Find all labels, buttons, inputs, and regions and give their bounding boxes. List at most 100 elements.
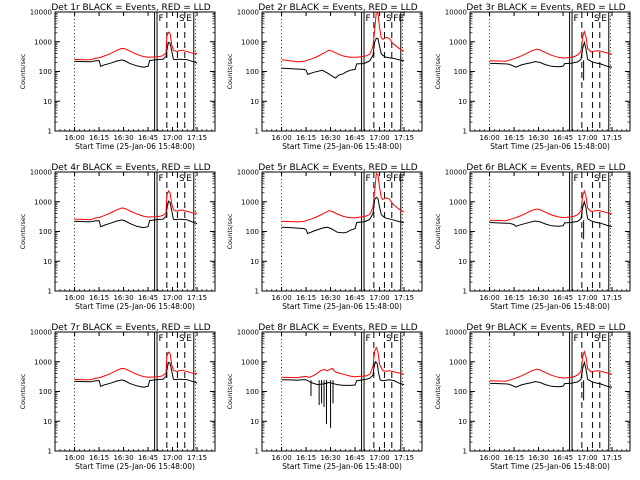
y-axis-label: Counts/sec	[226, 53, 234, 89]
panel-5: Det 5r BLACK = Events, RED = LLD 1 10 100 10…	[226, 163, 423, 311]
y-tick-label: 1000	[34, 38, 52, 46]
y-tick-label: 10	[458, 98, 467, 106]
phase-marker: S	[594, 14, 600, 24]
events-series-line	[281, 37, 405, 79]
x-tick-label: 17:00	[577, 134, 597, 142]
phase-marker: E	[601, 174, 607, 184]
y-tick-label: 10	[43, 98, 52, 106]
x-tick-label: 17:00	[162, 454, 182, 462]
y-axis-label: Counts/sec	[19, 213, 27, 249]
y-tick-label: 10000	[30, 9, 52, 17]
y-tick-label: 10000	[237, 329, 259, 337]
x-tick-label: 16:30	[320, 294, 340, 302]
lld-series-line	[489, 29, 613, 62]
panel-4: Det 4r BLACK = Events, RED = LLD 1 10 100 10…	[19, 163, 216, 311]
x-tick-label: 16:15	[296, 294, 316, 302]
panel-title: Det 5r BLACK = Events, RED = LLD	[258, 163, 417, 173]
phase-marker: F	[574, 174, 579, 184]
y-tick-label: 1000	[449, 38, 467, 46]
x-tick-label: 16:45	[345, 454, 365, 462]
y-tick-label: 1	[463, 128, 467, 136]
y-tick-label: 1	[463, 288, 467, 296]
events-series-line	[489, 40, 613, 68]
y-tick-label: 1000	[449, 198, 467, 206]
y-tick-label: 10	[43, 418, 52, 426]
phase-marker: E	[601, 334, 607, 344]
events-series-line	[74, 361, 198, 388]
panel-title: Det 6r BLACK = Events, RED = LLD	[466, 163, 625, 173]
plot-frame	[469, 11, 631, 132]
phase-marker: S	[594, 334, 600, 344]
x-tick-label: 16:15	[296, 454, 316, 462]
panel-title: Det 2r BLACK = Events, RED = LLD	[258, 3, 417, 13]
y-tick-label: 10	[250, 258, 259, 266]
x-tick-label: 17:00	[162, 294, 182, 302]
x-tick-label: 16:00	[64, 134, 84, 142]
panel-3: Det 3r BLACK = Events, RED = LLD 1 10 100 10…	[434, 3, 631, 151]
panel-title: Det 4r BLACK = Events, RED = LLD	[51, 163, 210, 173]
x-tick-label: 17:15	[394, 134, 414, 142]
y-tick-label: 10	[43, 258, 52, 266]
y-tick-label: 100	[454, 388, 467, 396]
phase-marker: S	[386, 174, 392, 184]
x-tick-label: 17:15	[187, 134, 207, 142]
y-tick-label: 10000	[30, 329, 52, 337]
lld-series-line	[281, 346, 405, 379]
phase-marker: F	[574, 334, 579, 344]
y-tick-label: 10000	[445, 169, 467, 177]
phase-marker: F	[366, 14, 371, 24]
phase-marker: F	[159, 334, 164, 344]
panel-title: Det 8r BLACK = Events, RED = LLD	[258, 323, 417, 333]
x-tick-label: 16:45	[553, 134, 573, 142]
x-tick-label: 17:00	[162, 134, 182, 142]
x-axis-label: Start Time (25-Jan-06 15:48:00)	[75, 302, 195, 311]
y-tick-label: 10000	[445, 329, 467, 337]
y-tick-label: 100	[39, 388, 52, 396]
panel-9: Det 9r BLACK = Events, RED = LLD 1 10 100 10…	[434, 323, 631, 471]
y-tick-label: 1	[48, 288, 52, 296]
x-axis-label: Start Time (25-Jan-06 15:48:00)	[490, 462, 610, 471]
x-tick-label: 16:00	[64, 454, 84, 462]
y-tick-label: 100	[246, 228, 259, 236]
phase-marker: F	[366, 174, 371, 184]
x-tick-label: 17:00	[369, 294, 389, 302]
y-axis-label: Counts/sec	[434, 53, 442, 89]
y-tick-label: 10	[458, 258, 467, 266]
events-series-line	[281, 196, 405, 235]
y-tick-label: 10000	[237, 9, 259, 17]
x-tick-label: 16:00	[479, 294, 499, 302]
x-tick-label: 16:15	[504, 294, 524, 302]
y-axis-label: Counts/sec	[434, 213, 442, 249]
events-series-line	[489, 200, 613, 228]
x-tick-label: 16:30	[320, 454, 340, 462]
phase-marker: S	[386, 14, 392, 24]
y-tick-label: 100	[246, 388, 259, 396]
y-tick-label: 1000	[241, 198, 259, 206]
x-tick-label: 16:30	[528, 454, 548, 462]
panel-6: Det 6r BLACK = Events, RED = LLD 1 10 100 10…	[434, 163, 631, 311]
x-tick-label: 16:15	[504, 134, 524, 142]
events-series-line	[489, 360, 613, 388]
y-tick-label: 1	[463, 448, 467, 456]
x-tick-label: 17:15	[602, 134, 622, 142]
phase-marker: F	[159, 174, 164, 184]
x-tick-label: 16:30	[113, 134, 133, 142]
x-tick-label: 17:15	[187, 454, 207, 462]
phase-marker: E	[186, 334, 192, 344]
panel-title: Det 1r BLACK = Events, RED = LLD	[51, 3, 210, 13]
x-axis-label: Start Time (25-Jan-06 15:48:00)	[490, 142, 610, 151]
x-axis-label: Start Time (25-Jan-06 15:48:00)	[282, 302, 402, 311]
x-tick-label: 17:00	[369, 454, 389, 462]
x-tick-label: 16:00	[64, 294, 84, 302]
y-tick-label: 1	[255, 448, 259, 456]
y-tick-label: 1	[255, 288, 259, 296]
y-tick-label: 100	[454, 68, 467, 76]
y-tick-label: 1000	[449, 358, 467, 366]
x-tick-label: 16:30	[320, 134, 340, 142]
x-axis-label: Start Time (25-Jan-06 15:48:00)	[75, 142, 195, 151]
x-tick-label: 17:00	[577, 454, 597, 462]
events-series-line	[281, 360, 405, 386]
y-axis-label: Counts/sec	[226, 373, 234, 409]
phase-marker: E	[393, 334, 399, 344]
